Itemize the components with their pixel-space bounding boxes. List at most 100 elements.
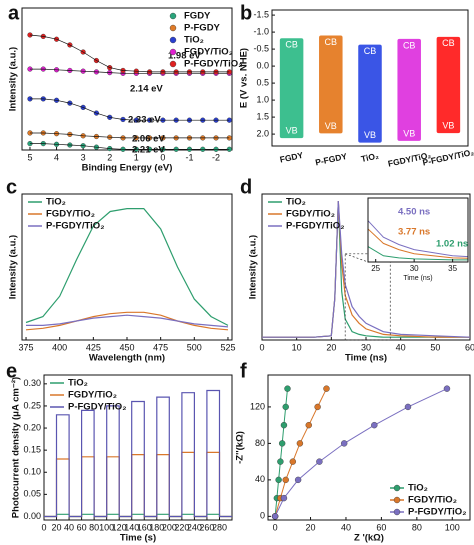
- series-line: [274, 388, 448, 517]
- y-tick-label: -1.5: [253, 9, 269, 19]
- y-tick-label: 1.5: [256, 111, 269, 121]
- band-bar: [319, 35, 343, 134]
- x-tick-label: 425: [86, 342, 101, 352]
- panel-label: c: [6, 176, 17, 198]
- data-point: [323, 385, 330, 392]
- category-label: TiO₂: [360, 150, 380, 164]
- x-axis-label: Wavelength (nm): [89, 353, 165, 364]
- legend-marker: [393, 496, 401, 504]
- x-tick-label: 220: [174, 522, 189, 532]
- panel-label: f: [240, 360, 247, 382]
- data-point: [404, 403, 412, 411]
- legend-label: P-FGDY/TiO₂: [68, 402, 126, 413]
- x-tick-label: 100: [99, 522, 114, 532]
- x-tick-label: 100: [445, 522, 460, 532]
- x-tick-label: 525: [220, 342, 235, 352]
- legend-label: P-FGDY/TiO₂: [184, 59, 242, 70]
- legend-label: FGDY/TiO₂: [286, 209, 335, 220]
- x-tick-label: 40: [64, 522, 74, 532]
- legend-label: TiO₂: [46, 197, 66, 208]
- legend-label: P-FGDY/TiO₂: [286, 221, 344, 232]
- data-point: [314, 403, 321, 411]
- x-tick-label: 0: [273, 522, 278, 532]
- inset-annotation: 3.77 ns: [398, 227, 430, 238]
- legend-marker: [169, 12, 177, 20]
- plot-frame: [21, 7, 233, 151]
- legend-label: TiO₂: [408, 483, 428, 494]
- data-point: [275, 476, 282, 484]
- annotation: 2.21 eV: [132, 145, 165, 156]
- plot-frame: [43, 374, 233, 521]
- data-point: [305, 421, 312, 429]
- x-tick-label: 20: [306, 522, 316, 532]
- x-tick-label: 3: [81, 152, 86, 162]
- x-tick-label: 0: [41, 522, 46, 532]
- band-bar: [358, 44, 382, 143]
- legend-marker: [169, 48, 177, 56]
- fit-line: [30, 143, 230, 150]
- x-tick-label: 60: [376, 522, 386, 532]
- x-tick-label: 475: [153, 342, 168, 352]
- annotation: 2.14 eV: [130, 84, 163, 95]
- y-tick-label: 0: [260, 511, 265, 521]
- x-axis-label: Time (s): [120, 533, 156, 544]
- band-bar: [279, 38, 304, 139]
- y-axis-label: E (V vs. NHE): [239, 48, 250, 108]
- legend-marker: [169, 24, 177, 32]
- y-tick-label: 80: [255, 438, 265, 448]
- band-label: VB: [325, 121, 337, 131]
- band-label: CB: [325, 37, 338, 47]
- y-tick-label: 40: [255, 474, 265, 484]
- series-line: [25, 208, 229, 326]
- inset-x-label: Time (ns): [403, 275, 432, 282]
- legend-label: P-FGDY: [184, 23, 221, 34]
- data-point: [371, 421, 378, 429]
- y-tick-label: 0.15: [23, 445, 41, 455]
- x-tick-label: 0: [259, 342, 264, 352]
- x-tick-label: 60: [465, 342, 474, 352]
- y-tick-label: -0.5: [253, 43, 269, 53]
- fit-line: [30, 132, 230, 139]
- y-tick-label: 0.10: [23, 467, 41, 477]
- x-tick-label: 375: [19, 342, 34, 352]
- y-tick-label: 0.20: [23, 422, 41, 432]
- data-point: [316, 458, 323, 465]
- panel-label: e: [6, 360, 17, 382]
- legend-label: FGDY/TiO₂: [68, 390, 117, 401]
- x-tick-label: 180: [149, 522, 164, 532]
- x-tick-label: 80: [412, 522, 422, 532]
- category-label: FGDY: [279, 150, 304, 165]
- legend-label: FGDY/TiO₂: [46, 209, 95, 220]
- band-label: VB: [403, 128, 415, 138]
- y-tick-label: -1.0: [253, 26, 269, 36]
- y-tick-label: 0.30: [23, 378, 41, 388]
- annotation: 2.06 eV: [132, 134, 165, 145]
- y-tick-label: 1.0: [256, 94, 269, 104]
- series-line: [25, 311, 229, 331]
- panel-label: b: [240, 2, 252, 24]
- legend-marker: [169, 60, 177, 68]
- legend-marker: [393, 484, 401, 492]
- inset-region: [344, 253, 391, 341]
- x-tick-label: 240: [187, 522, 202, 532]
- band-label: CB: [442, 38, 455, 48]
- y-axis-label: Intensity (a.u.): [8, 235, 19, 299]
- x-tick-label: 0: [160, 152, 165, 162]
- data-point: [289, 458, 297, 465]
- data-point: [282, 403, 289, 411]
- inset-annotation: 4.50 ns: [398, 207, 430, 218]
- inset-frame: [367, 197, 469, 263]
- data-point: [278, 440, 286, 447]
- band-label: VB: [364, 130, 376, 140]
- band-label: CB: [403, 40, 416, 50]
- data-point: [277, 458, 284, 465]
- legend-label: TiO₂: [184, 35, 204, 46]
- x-tick-label: 40: [341, 522, 351, 532]
- x-tick-label: 10: [292, 342, 302, 352]
- annotation: 1.98 eV: [168, 51, 201, 62]
- x-tick-label: 1: [134, 152, 139, 162]
- fit-line: [30, 68, 230, 74]
- x-tick-label: 280: [212, 522, 227, 532]
- data-point: [296, 440, 304, 447]
